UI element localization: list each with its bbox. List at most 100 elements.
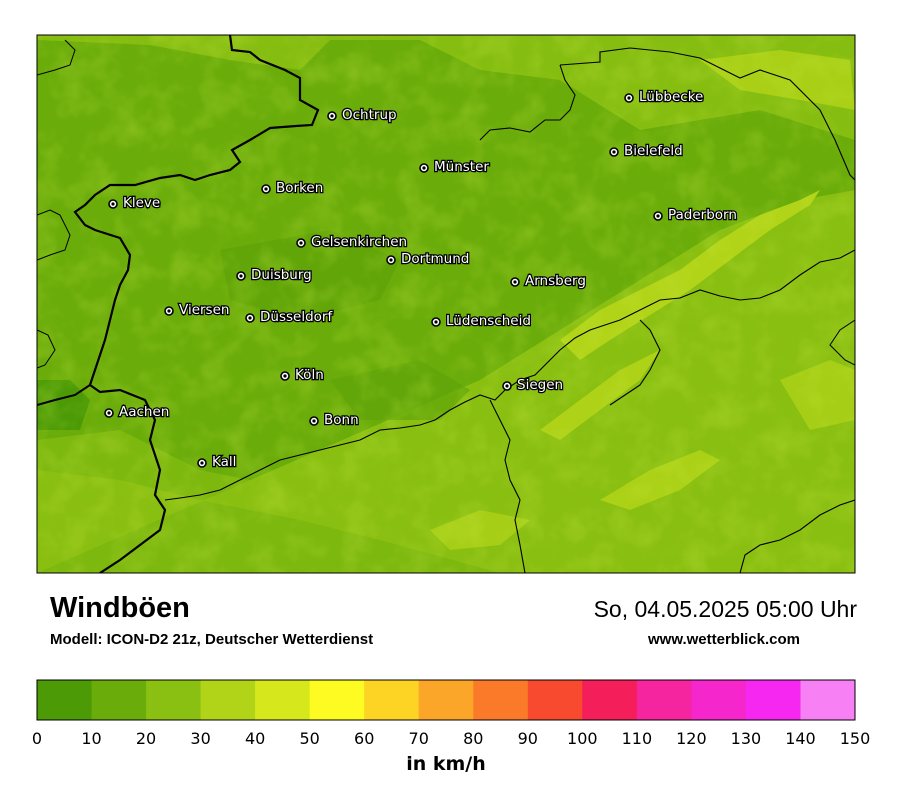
city-label: Kleve [123,195,160,211]
city-label: Münster [434,159,489,175]
city-label: Ochtrup [342,107,397,123]
city-lüdenscheid: Lüdenscheid [431,312,532,330]
city-münster: Münster [419,158,491,176]
city-borken: Borken [261,179,325,197]
legend-swatch [309,680,365,720]
border-lines [37,35,855,573]
legend-tick-label: 120 [676,729,707,748]
legend-tick-label: 140 [785,729,816,748]
city-dot-center [239,274,243,278]
legend-swatch [691,680,747,720]
city-dot-center [107,411,111,415]
city-label: Arnsberg [525,273,586,289]
city-bonn: Bonn [309,411,360,429]
city-dot-center [389,258,393,262]
city-label: Kall [212,454,236,470]
legend-tick-label: 80 [463,729,483,748]
city-düsseldorf: Düsseldorf [245,308,335,326]
forecast-datetime: So, 04.05.2025 05:00 Uhr [593,596,857,622]
city-ochtrup: Ochtrup [327,106,398,124]
city-dot-center [312,419,316,423]
city-label: Bielefeld [624,143,683,159]
city-label: Köln [295,367,324,383]
legend-tick-label: 60 [354,729,374,748]
city-paderborn: Paderborn [653,206,738,224]
city-label: Dortmund [401,251,469,267]
city-label: Gelsenkirchen [311,234,407,250]
city-kall: Kall [197,453,238,471]
legend-tick-label: 70 [409,729,429,748]
legend-tick-label: 30 [190,729,210,748]
city-dortmund: Dortmund [386,250,471,268]
city-bielefeld: Bielefeld [609,142,684,160]
legend-tick-label: 50 [299,729,319,748]
legend-swatch [745,680,801,720]
city-dot-center [513,280,517,284]
legend-swatch [418,680,474,720]
legend-tick-label: 130 [731,729,762,748]
city-label: Paderborn [668,207,737,223]
city-dot-center [330,114,334,118]
map-frame [36,34,856,574]
legend-tick-label: 150 [840,729,871,748]
legend-swatch [527,680,583,720]
city-dot-center [111,202,115,206]
city-label: Siegen [517,377,563,393]
city-label: Borken [276,180,323,196]
city-dot-center [167,309,171,313]
city-label: Viersen [179,302,229,318]
wind-field [37,35,855,573]
model-info: Modell: ICON-D2 21z, Deutscher Wetterdie… [50,631,374,648]
city-kleve: Kleve [108,194,162,212]
legend-tick-label: 90 [518,729,538,748]
city-dot-center [422,166,426,170]
legend-swatch [91,680,147,720]
city-dot-center [299,241,303,245]
legend-swatch [582,680,638,720]
city-köln: Köln [280,366,325,384]
legend-unit-label: in km/h [406,753,486,775]
website-link[interactable]: www.wetterblick.com [648,631,800,648]
legend-swatch [636,680,692,720]
map-title: Windböen [50,592,190,624]
city-dot-center [505,384,509,388]
city-dot-center [264,187,268,191]
city-label: Bonn [324,412,359,428]
city-dot-center [283,374,287,378]
city-dot-center [656,214,660,218]
city-label: Duisburg [251,267,312,283]
legend-ticks: 0 10 20 30 40 50 60 70 80 90 100 110 120 130 140 150 [32,729,870,748]
city-duisburg: Duisburg [236,266,313,284]
legend-tick-label: 20 [136,729,156,748]
city-dot-center [434,320,438,324]
city-label: Aachen [119,404,169,420]
legend-tick-label: 10 [81,729,101,748]
legend-swatch [364,680,420,720]
legend-swatch [255,680,311,720]
legend-swatch [146,680,202,720]
city-label: Lüdenscheid [446,313,531,329]
legend-color-bar [37,680,856,720]
city-label: Düsseldorf [260,309,333,325]
legend-swatch [200,680,256,720]
legend-tick-label: 0 [32,729,42,748]
city-label: Lübbecke [639,89,703,105]
legend-swatch [800,680,856,720]
legend-tick-label: 40 [245,729,265,748]
city-dot-center [627,96,631,100]
city-gelsenkirchen: Gelsenkirchen [296,233,408,251]
legend-tick-label: 100 [567,729,598,748]
legend-tick-label: 110 [622,729,653,748]
city-viersen: Viersen [164,301,231,319]
legend-swatch [37,680,93,720]
city-dot-center [248,316,252,320]
city-aachen: Aachen [104,403,171,421]
legend-swatch [473,680,529,720]
city-dot-center [612,150,616,154]
city-arnsberg: Arnsberg [510,272,587,290]
city-dot-center [200,461,204,465]
city-markers: Ochtrup Lübbecke Bielefeld Münster Borken Kle… [104,88,738,471]
legend-frame [36,679,856,721]
city-lübbecke: Lübbecke [624,88,705,106]
